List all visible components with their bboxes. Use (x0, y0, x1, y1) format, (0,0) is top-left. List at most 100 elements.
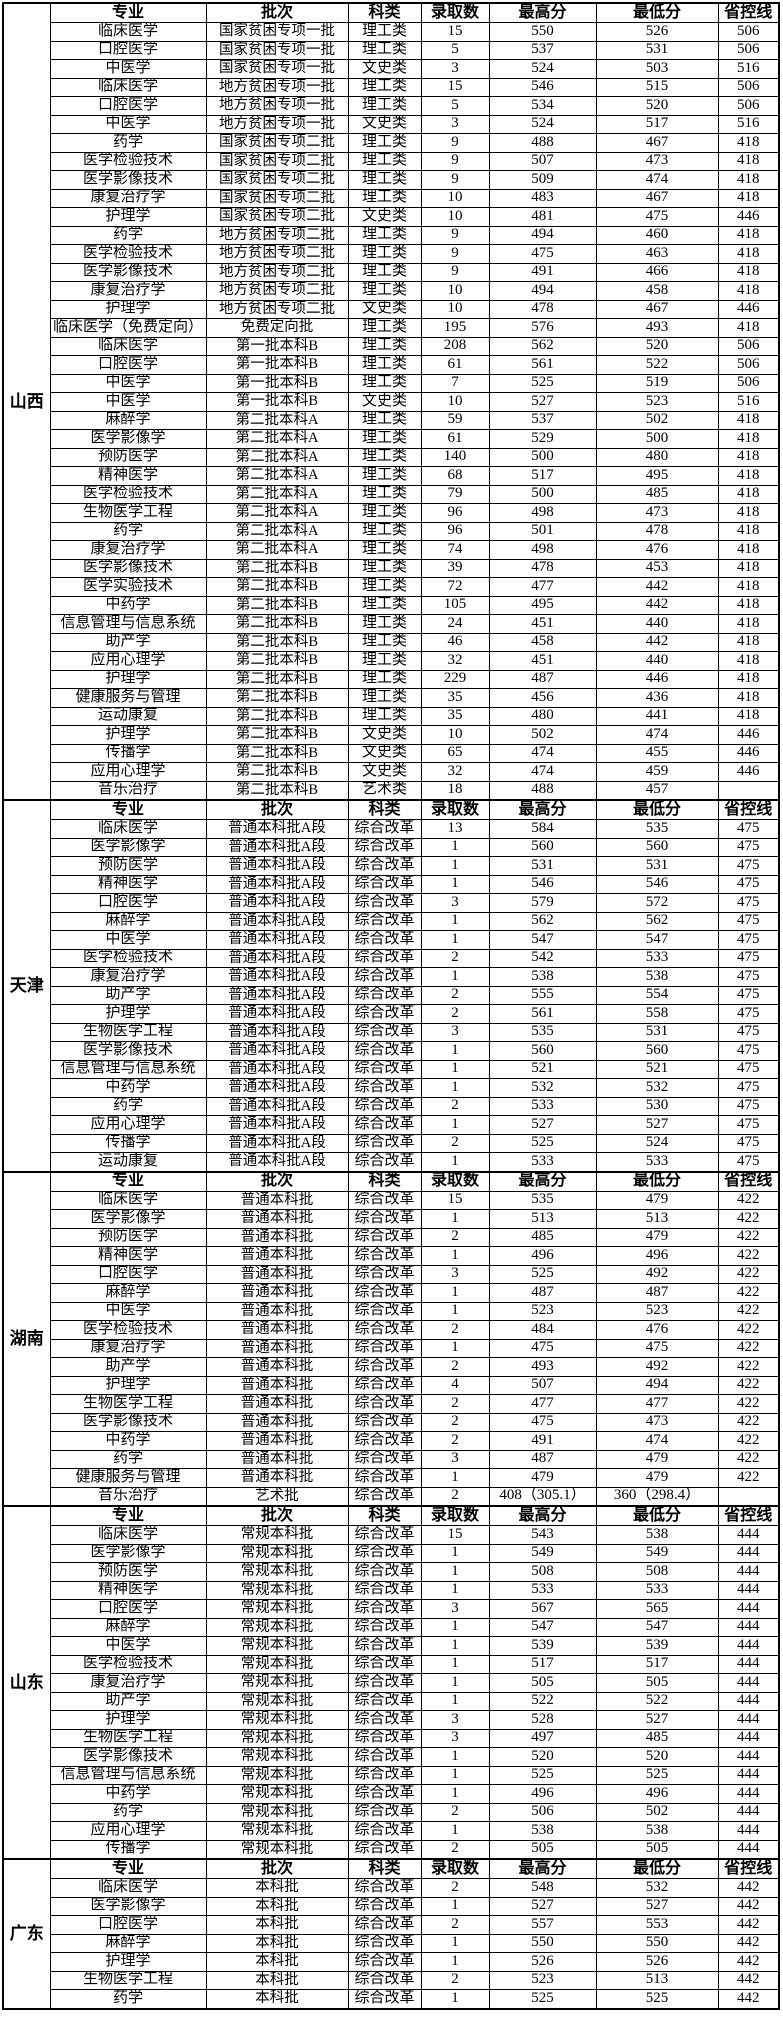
cell-batch: 普通本科批A段 (205, 930, 349, 950)
cell-admit-count: 4 (420, 1375, 490, 1395)
cell-batch: 普通本科批 (205, 1246, 349, 1266)
cell-admit-count: 35 (420, 706, 490, 726)
cell-subject-category: 综合改革 (347, 1839, 422, 1860)
cell-major: 传播学 (49, 1839, 207, 1860)
cell-admit-count: 2 (420, 1227, 490, 1247)
cell-min-score: 565 (595, 1599, 719, 1619)
table-row: 药学 常规本科批 综合改革 2 506 502 444 (3, 1802, 780, 1822)
column-header-subject-category: 科类 (347, 1171, 422, 1192)
cell-min-score: 480 (595, 447, 719, 467)
cell-min-score: 513 (595, 1970, 719, 1990)
cell-major: 药学 (49, 1096, 207, 1116)
cell-subject-category: 理工类 (347, 706, 422, 726)
table-row: 护理学 普通本科批 综合改革 4 507 494 422 (3, 1375, 780, 1395)
cell-subject-category: 综合改革 (347, 1059, 422, 1079)
cell-admit-count: 13 (420, 819, 490, 839)
cell-max-score: 505 (488, 1839, 597, 1860)
cell-admit-count: 32 (420, 762, 490, 782)
cell-major: 麻醉学 (49, 1283, 207, 1303)
cell-subject-category: 理工类 (347, 281, 422, 301)
cell-min-score: 538 (595, 967, 719, 987)
cell-batch: 普通本科批A段 (205, 911, 349, 931)
cell-max-score: 456 (488, 688, 597, 708)
cell-max-score: 484 (488, 1320, 597, 1340)
cell-subject-category: 理工类 (347, 262, 422, 282)
cell-major: 应用心理学 (49, 1115, 207, 1135)
cell-max-score: 538 (488, 967, 597, 987)
cell-control-line: 442 (717, 1970, 780, 1990)
cell-batch: 普通本科批 (205, 1412, 349, 1432)
cell-batch: 第二批本科B (205, 706, 349, 726)
cell-major: 口腔医学 (49, 1599, 207, 1619)
cell-batch: 地方贫困专项一批 (205, 77, 349, 97)
cell-admit-count: 1 (420, 1654, 490, 1674)
cell-max-score: 524 (488, 59, 597, 79)
cell-admit-count: 9 (420, 262, 490, 282)
table-row: 药学 普通本科批A段 综合改革 2 533 530 475 (3, 1096, 780, 1116)
cell-batch: 免费定向批 (205, 318, 349, 338)
cell-control-line: 444 (717, 1821, 780, 1841)
cell-admit-count: 1 (420, 1636, 490, 1656)
cell-batch: 常规本科批 (205, 1673, 349, 1693)
cell-major: 麻醉学 (49, 410, 207, 430)
cell-admit-count: 1 (420, 1952, 490, 1972)
table-row: 精神医学 普通本科批A段 综合改革 1 546 546 475 (3, 874, 780, 894)
cell-subject-category: 理工类 (347, 688, 422, 708)
cell-admit-count: 5 (420, 40, 490, 60)
cell-batch: 普通本科批 (205, 1431, 349, 1451)
cell-max-score: 550 (488, 1933, 597, 1953)
cell-batch: 常规本科批 (205, 1821, 349, 1841)
table-row: 信息管理与信息系统 常规本科批 综合改革 1 525 525 444 (3, 1765, 780, 1785)
cell-control-line: 475 (717, 1041, 780, 1061)
cell-admit-count: 59 (420, 410, 490, 430)
cell-min-score: 475 (595, 207, 719, 227)
cell-admit-count: 10 (420, 392, 490, 412)
cell-admit-count: 32 (420, 651, 490, 671)
cell-major: 药学 (49, 225, 207, 245)
cell-batch: 地方贫困专项二批 (205, 244, 349, 264)
table-row: 医学检验技术 普通本科批 综合改革 2 484 476 422 (3, 1320, 780, 1340)
cell-admit-count: 1 (420, 1041, 490, 1061)
cell-subject-category: 综合改革 (347, 1915, 422, 1935)
cell-max-score: 502 (488, 725, 597, 745)
cell-batch: 第二批本科B (205, 632, 349, 652)
cell-max-score: 509 (488, 170, 597, 190)
table-row: 护理学 本科批 综合改革 1 526 526 442 (3, 1952, 780, 1972)
cell-batch: 国家贫困专项一批 (205, 40, 349, 60)
table-row: 助产学 第二批本科B 理工类 46 458 442 418 (3, 632, 780, 652)
table-row: 中医学 国家贫困专项一批 文史类 3 524 503 516 (3, 59, 780, 79)
cell-subject-category: 综合改革 (347, 893, 422, 913)
cell-control-line: 418 (717, 540, 780, 560)
cell-major: 医学检验技术 (49, 1320, 207, 1340)
cell-control-line: 506 (717, 373, 780, 393)
cell-min-score: 531 (595, 1022, 719, 1042)
cell-control-line: 422 (717, 1246, 780, 1266)
cell-subject-category: 理工类 (347, 521, 422, 541)
province-label: 广东 (2, 1858, 51, 2009)
cell-min-score: 503 (595, 59, 719, 79)
cell-subject-category: 综合改革 (347, 1784, 422, 1804)
cell-admit-count: 1 (420, 1209, 490, 1229)
cell-admit-count: 3 (420, 1022, 490, 1042)
cell-control-line: 418 (717, 595, 780, 615)
cell-major: 中药学 (49, 595, 207, 615)
cell-min-score: 523 (595, 1301, 719, 1321)
cell-major: 口腔医学 (49, 40, 207, 60)
cell-min-score: 553 (595, 1915, 719, 1935)
cell-batch: 国家贫困专项一批 (205, 59, 349, 79)
cell-control-line: 475 (717, 948, 780, 968)
cell-min-score: 546 (595, 874, 719, 894)
table-row: 音乐治疗 第二批本科B 艺术类 18 488 457 (3, 780, 780, 801)
cell-batch: 普通本科批A段 (205, 1022, 349, 1042)
cell-major: 音乐治疗 (49, 780, 207, 801)
cell-admit-count: 9 (420, 244, 490, 264)
cell-admit-count: 9 (420, 225, 490, 245)
cell-subject-category: 综合改革 (347, 1747, 422, 1767)
table-row: 信息管理与信息系统 普通本科批A段 综合改革 1 521 521 475 (3, 1059, 780, 1079)
cell-major: 口腔医学 (49, 96, 207, 116)
column-header-admit-count: 录取数 (420, 1171, 490, 1192)
table-row: 口腔医学 本科批 综合改革 2 557 553 442 (3, 1915, 780, 1935)
cell-admit-count: 3 (420, 1710, 490, 1730)
cell-admit-count: 5 (420, 96, 490, 116)
